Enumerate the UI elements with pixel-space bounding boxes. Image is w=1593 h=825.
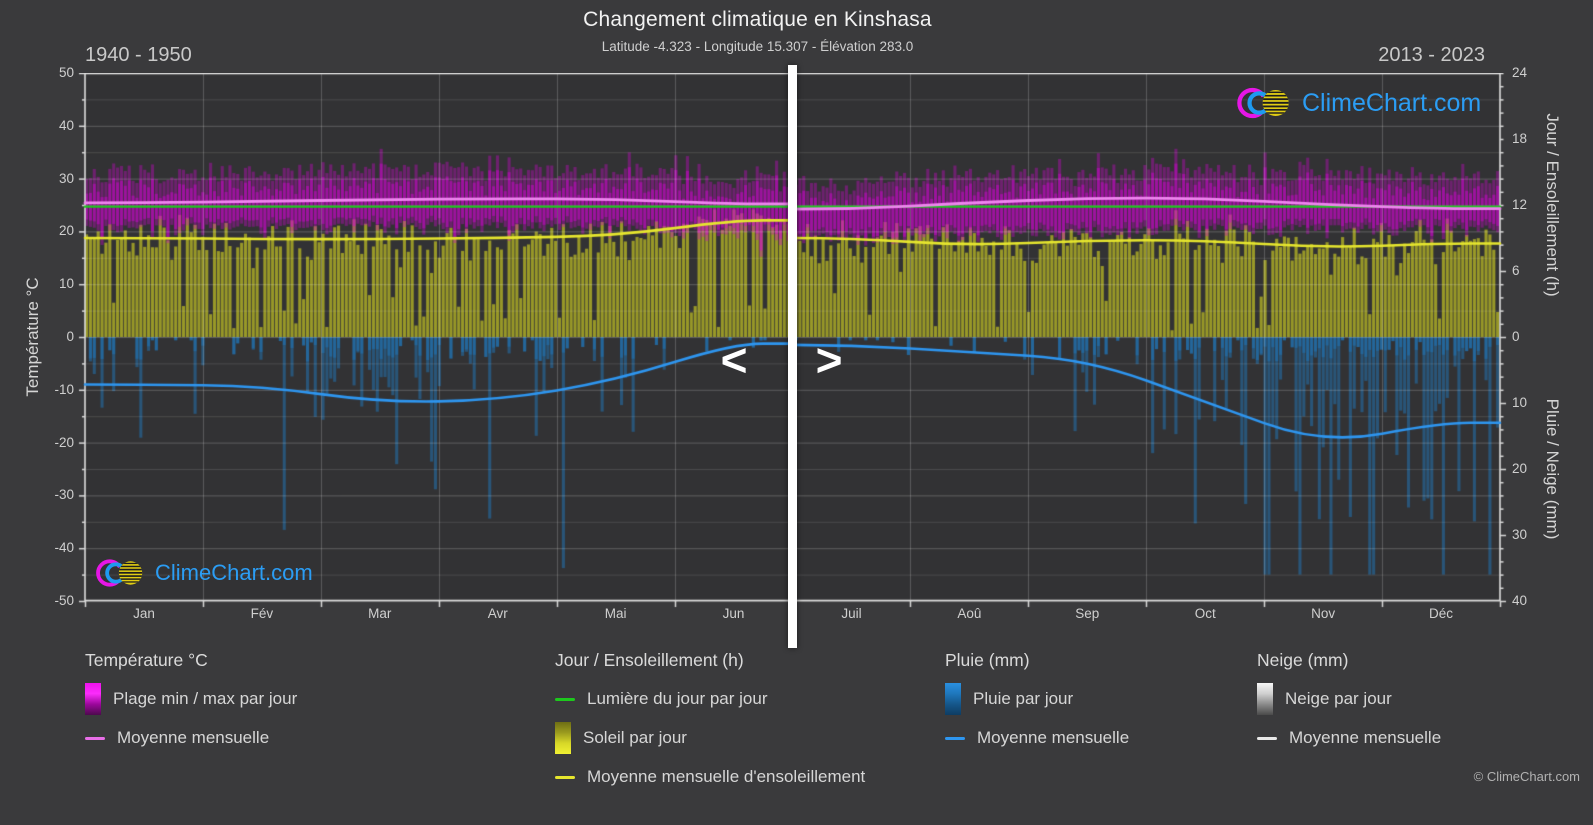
month-label: Juil [841, 606, 862, 621]
legend-swatch-bar [85, 683, 101, 715]
previous-period-arrow[interactable]: < [720, 334, 748, 386]
legend-item-label: Pluie par jour [973, 689, 1074, 708]
legend-item: Moyenne mensuelle d'ensoleillement [555, 763, 865, 791]
legend-group-title: Neige (mm) [1257, 650, 1349, 670]
legend-swatch-bar [945, 683, 961, 715]
tick-label-left: 40 [58, 117, 74, 133]
tick-label-sun: 18 [1512, 131, 1528, 146]
period-label-right: 2013 - 2023 [1378, 44, 1485, 66]
climechart-logo-top: ClimeChart.com [1236, 84, 1481, 122]
period-label-left: 1940 - 1950 [85, 44, 192, 66]
tick-label-left: -40 [54, 540, 74, 556]
tick-label-left: 10 [58, 276, 74, 292]
page-title: Changement climatique en Kinshasa [583, 8, 932, 31]
legend-item: Soleil par jour [555, 722, 865, 754]
tick-label-left: -50 [54, 593, 74, 608]
title-block: Changement climatique en Kinshasa Latitu… [0, 8, 1515, 54]
legend-swatch-line [85, 736, 105, 740]
legend-item-label: Lumière du jour par jour [587, 689, 768, 708]
legend-group: Pluie (mm) Pluie par jour Moyenne mensuell… [945, 650, 1129, 763]
legend-item: Moyenne mensuelle [1257, 724, 1441, 752]
period-split-divider[interactable] [788, 65, 797, 648]
next-period-arrow[interactable]: > [815, 334, 843, 386]
tick-label-sun: 0 [1512, 329, 1520, 344]
climate-chart-canvas [70, 73, 1530, 613]
legend-swatch-line [1257, 736, 1277, 740]
month-label: Aoû [957, 606, 982, 621]
legend-swatch-line [555, 775, 575, 779]
legend-swatch-bar [1257, 683, 1273, 715]
tick-label-left: -20 [54, 434, 74, 450]
tick-label-rain: 30 [1512, 527, 1528, 542]
tick-label-left: 30 [58, 170, 74, 186]
climechart-logo-icon [96, 559, 143, 587]
legend-item: Moyenne mensuelle [945, 724, 1129, 752]
legend-item-label: Plage min / max par jour [113, 689, 298, 708]
legend-group-title: Jour / Ensoleillement (h) [555, 650, 744, 670]
legend-item-label: Moyenne mensuelle [117, 728, 270, 747]
month-label: Déc [1429, 606, 1454, 621]
legend-group: Jour / Ensoleillement (h) Lumière du jour… [555, 650, 865, 802]
month-label: Avr [487, 606, 508, 621]
month-label: Oct [1194, 606, 1216, 621]
legend-item: Lumière du jour par jour [555, 685, 865, 713]
legend-swatch-line [945, 736, 965, 740]
legend-item: Moyenne mensuelle [85, 724, 297, 752]
copyright-text: © ClimeChart.com [1473, 769, 1580, 784]
month-label: Sep [1075, 606, 1100, 621]
legend-item: Neige par jour [1257, 683, 1441, 715]
legend-group: Température °C Plage min / max par jour Mo… [85, 650, 297, 763]
month-label: Jan [133, 606, 155, 621]
page-subtitle: Latitude -4.323 - Longitude 15.307 - Élé… [601, 39, 914, 54]
tick-label-rain: 20 [1512, 461, 1528, 476]
legend-group: Neige (mm) Neige par jour Moyenne mensuell… [1257, 650, 1441, 763]
legend-group-title: Pluie (mm) [945, 650, 1030, 670]
tick-label-sun: 24 [1512, 65, 1528, 80]
climechart-logo-icon [1237, 87, 1289, 119]
legend-item-label: Moyenne mensuelle d'ensoleillement [587, 767, 866, 786]
tick-label-rain: 10 [1512, 395, 1528, 410]
tick-label-rain: 40 [1512, 593, 1528, 608]
legend-swatch-line [555, 697, 575, 701]
legend-item: Plage min / max par jour [85, 683, 298, 715]
tick-label-left: 50 [58, 65, 74, 80]
tick-label-left: 20 [58, 223, 74, 239]
tick-label-left: -30 [54, 487, 74, 503]
month-label: Mai [604, 606, 627, 621]
month-label: Nov [1311, 606, 1336, 621]
legend-item-label: Moyenne mensuelle [1289, 728, 1442, 747]
climechart-logo-bottom: ClimeChart.com [95, 556, 313, 590]
legend-item-label: Moyenne mensuelle [977, 728, 1130, 747]
month-label: Mar [368, 606, 392, 621]
legend-swatch-bar [555, 722, 571, 754]
tick-label-left: -10 [54, 381, 74, 397]
month-label: Jun [722, 606, 745, 621]
legend-item: Pluie par jour [945, 683, 1129, 715]
legend-group-title: Température °C [85, 650, 208, 670]
climechart-logo-text: ClimeChart.com [1302, 88, 1482, 117]
tick-label-sun: 6 [1512, 263, 1520, 278]
tick-label-left: 0 [66, 329, 74, 344]
climechart-logo-text: ClimeChart.com [155, 560, 313, 585]
legend-item-label: Soleil par jour [583, 728, 687, 747]
tick-label-sun: 12 [1512, 197, 1528, 212]
legend-item-label: Neige par jour [1285, 689, 1392, 708]
month-label: Fév [250, 606, 274, 621]
legend: Température °C Plage min / max par jour Mo… [0, 650, 1593, 810]
